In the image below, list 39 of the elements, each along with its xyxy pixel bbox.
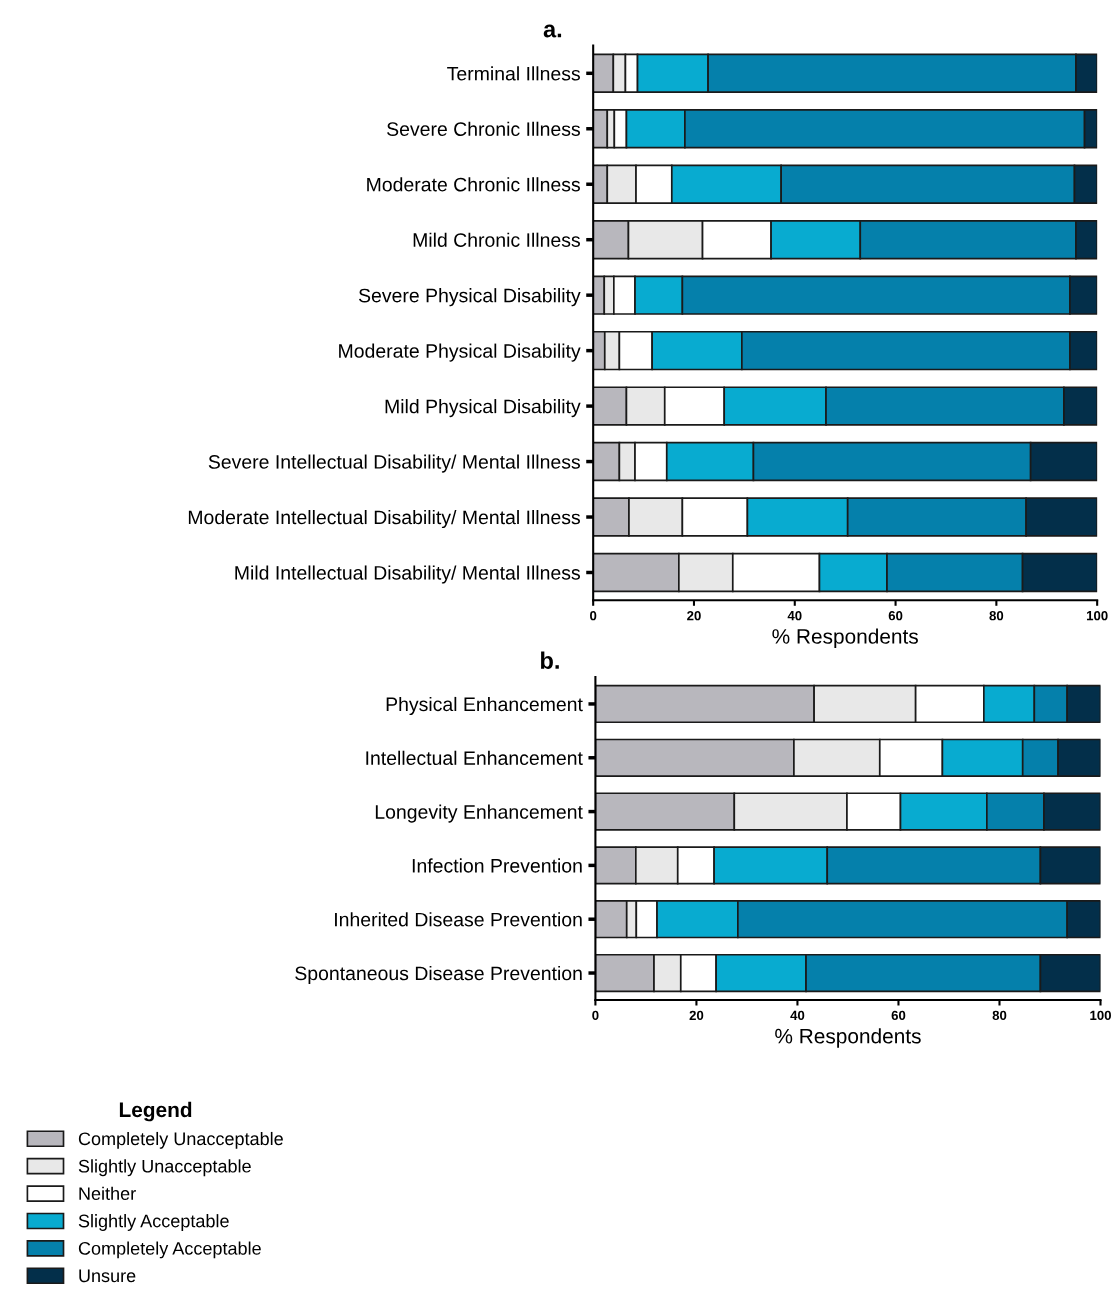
y-tick-label: Severe Chronic Illness [387, 121, 580, 136]
x-tick-label: 80 [989, 610, 1004, 621]
x-tick-label: 100 [1086, 610, 1108, 621]
y-tick-label: Inherited Disease Prevention [335, 912, 582, 927]
y-tick-label: Infection Prevention [412, 858, 582, 873]
legend-label: Completely Acceptable [78, 1241, 261, 1259]
y-tick-label: Mild Physical Disability [385, 399, 581, 418]
legend-label: Neither [79, 1186, 136, 1200]
y-tick-label: Mild Intellectual Disability/ Mental Illness [235, 565, 580, 584]
y-tick-label: Moderate Physical Disability [339, 343, 581, 362]
y-tick-label: Moderate Intellectual Disability/ Mental Illness [188, 509, 580, 529]
legend-label: Completely Unacceptable [78, 1131, 283, 1149]
x-tick-label: 40 [787, 610, 802, 621]
y-tick-label: Moderate Chronic Illness [367, 177, 580, 192]
x-tick-label: 0 [590, 610, 597, 621]
y-tick-label: Mild Chronic Illness [413, 232, 580, 247]
x-tick-label: 60 [891, 1010, 906, 1021]
x-tick-label: 100 [1090, 1010, 1111, 1021]
x-tick-label: 20 [687, 610, 701, 621]
chart-title: b. [541, 651, 559, 669]
y-tick-label: Physical Enhancement [386, 696, 583, 716]
legend-label: Unsure [79, 1269, 136, 1283]
x-tick-label: 20 [689, 1010, 704, 1021]
x-tick-label: 80 [992, 1010, 1007, 1021]
y-tick-label: Severe Physical Disability [358, 288, 581, 307]
legend-title: Legend [119, 1101, 192, 1122]
legend-label: Slightly Acceptable [78, 1214, 229, 1231]
y-tick-label: Longevity Enhancement [375, 804, 583, 823]
legend-label: Slightly Unacceptable [78, 1159, 251, 1177]
y-tick-label: Spontaneous Disease Prevention [295, 965, 582, 985]
x-tick-label: 60 [888, 610, 903, 621]
x-tick-label: 0 [592, 1010, 599, 1021]
x-axis-title: % Respondents [772, 628, 918, 648]
x-tick-label: 40 [790, 1010, 805, 1021]
y-tick-label: Intellectual Enhancement [366, 750, 583, 765]
x-axis-title: % Respondents [775, 1028, 921, 1048]
y-tick-label: Severe Intellectual Disability/ Mental Illness [208, 454, 580, 473]
chart-title: a. [543, 24, 562, 38]
y-tick-label: Terminal Illness [447, 66, 580, 81]
